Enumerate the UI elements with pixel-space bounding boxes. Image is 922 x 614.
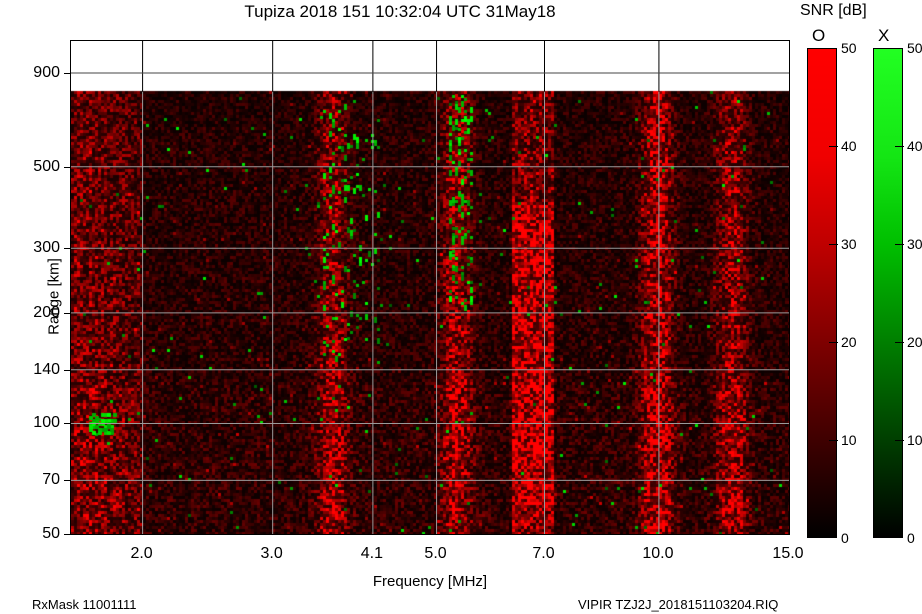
page-title: Tupiza 2018 151 10:32:04 UTC 31May18 xyxy=(244,2,556,21)
ionogram-plot[interactable] xyxy=(70,40,790,535)
x-tick-label: 4.1 xyxy=(360,545,383,562)
colorbar-tick-label: 40 xyxy=(907,138,922,154)
colorbar-tick-mark xyxy=(829,440,838,441)
ionogram-heatmap-canvas xyxy=(71,41,789,534)
colorbar-tick-label: 10 xyxy=(907,432,922,448)
y-tick-label: 100 xyxy=(33,414,60,432)
y-axis-label: Range [km] xyxy=(45,258,63,335)
colorbar-tick-label: 50 xyxy=(907,40,922,56)
x-tick-label: 5.0 xyxy=(424,545,447,562)
y-tick-label: 500 xyxy=(33,157,60,175)
colorbar-tick-label: 30 xyxy=(907,236,922,252)
y-tick-label: 300 xyxy=(33,239,60,257)
y-tick-mark xyxy=(64,73,71,74)
y-tick-mark xyxy=(64,534,71,535)
x-tick-label: 15.0 xyxy=(772,545,804,562)
y-tick-mark xyxy=(64,248,71,250)
y-tick-label: 70 xyxy=(42,471,60,489)
rxmask-label: RxMask 11001111 xyxy=(32,597,137,612)
colorbar-tick-label: 50 xyxy=(841,40,857,56)
colorbar-o-label: O xyxy=(812,26,826,45)
colorbar-tick-mark xyxy=(829,342,838,343)
colorbar-o-gradient xyxy=(807,48,837,538)
colorbar-tick-label: 30 xyxy=(841,236,857,252)
x-tick-label: 3.0 xyxy=(260,545,283,562)
colorbar-tick-mark xyxy=(895,244,904,245)
y-tick-label: 50 xyxy=(42,525,60,542)
file-id-label: VIPIR TZJ2J_2018151103204.RIQ xyxy=(578,597,779,612)
colorbar-title: SNR [dB] xyxy=(800,2,867,19)
colorbar-tick-label: 0 xyxy=(841,530,849,546)
x-axis-label: Frequency [MHz] xyxy=(372,573,488,590)
colorbar-tick-mark xyxy=(895,342,904,343)
y-tick-label: 900 xyxy=(33,64,60,81)
colorbar-tick-mark xyxy=(895,440,904,441)
y-tick-mark xyxy=(64,312,71,314)
y-tick-mark xyxy=(64,423,71,425)
colorbar-tick-mark xyxy=(895,146,904,147)
plot-gridlines xyxy=(71,41,789,534)
y-tick-label: 140 xyxy=(33,360,60,378)
y-tick-label: 200 xyxy=(33,303,60,321)
x-tick-label: 2.0 xyxy=(130,545,153,562)
colorbar-tick-label: 10 xyxy=(841,432,857,448)
x-tick-label: 7.0 xyxy=(532,545,555,562)
colorbar-tick-label: 20 xyxy=(907,334,922,350)
colorbar-tick-mark xyxy=(829,244,838,245)
colorbar-tick-mark xyxy=(829,146,838,147)
y-tick-mark xyxy=(64,369,71,371)
colorbar-x-label: X xyxy=(878,26,890,45)
colorbar-x-gradient xyxy=(873,48,903,538)
colorbar-tick-label: 40 xyxy=(841,138,857,154)
y-tick-mark xyxy=(64,480,71,482)
colorbar-tick-label: 0 xyxy=(907,530,915,546)
x-tick-label: 10.0 xyxy=(642,545,674,562)
colorbar-tick-label: 20 xyxy=(841,334,857,350)
y-tick-mark xyxy=(64,166,71,168)
